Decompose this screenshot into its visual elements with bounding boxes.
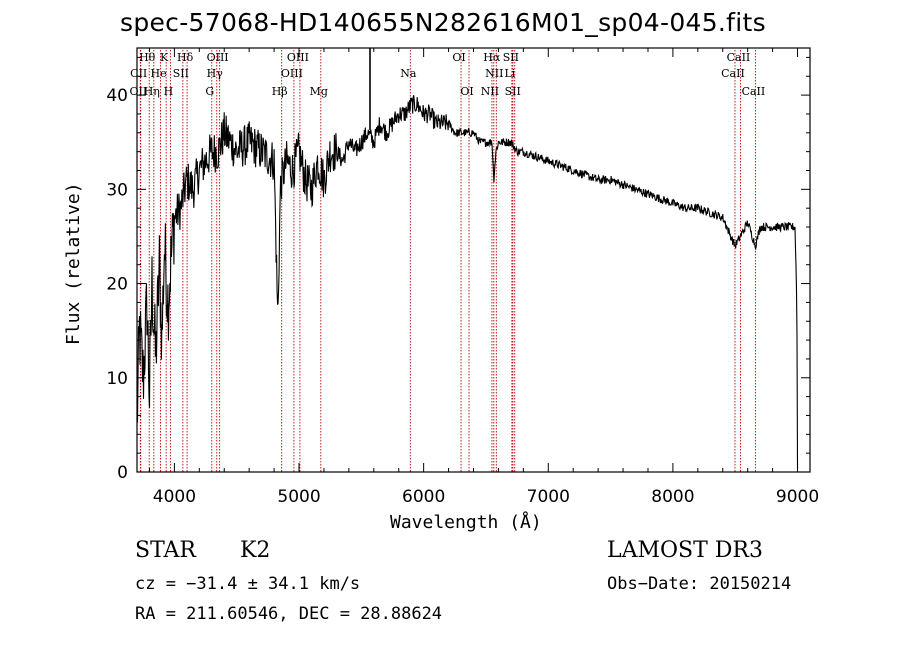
spectrum-curve	[136, 95, 799, 470]
x-tick-label: 8000	[651, 487, 694, 507]
y-tick-label: 40	[106, 86, 128, 106]
x-tick-label: 5000	[277, 487, 320, 507]
spectral-line-label: Mg	[310, 85, 328, 98]
spectral-line-label: OIII	[281, 67, 303, 80]
y-tick-label: 0	[117, 463, 128, 483]
spectral-line-label: G	[205, 85, 214, 98]
x-tick-label: 7000	[527, 487, 570, 507]
spectral-line-label: SII	[173, 67, 189, 80]
coordinates: RA = 211.60546, DEC = 28.88624	[135, 604, 443, 624]
spectral-line-label: Hθ	[139, 51, 156, 64]
x-tick-label: 6000	[402, 487, 445, 507]
spectral-lines-layer	[139, 50, 756, 472]
spectral-line-label: CaII	[727, 51, 751, 64]
spectral-line-label: OI	[452, 51, 465, 64]
survey-name: LAMOST DR3	[607, 538, 763, 563]
x-axis-label: Wavelength (Å)	[390, 512, 542, 533]
object-subclass: K2	[240, 538, 271, 563]
y-axis-ticks: 0 10 20 30 40	[106, 56, 810, 483]
spectral-line-label: Hβ	[272, 85, 288, 98]
redshift-velocity: cz = −31.4 ± 34.1 km/s	[135, 574, 361, 594]
spectral-line-label: H	[164, 85, 174, 98]
y-axis-label: Flux (relative)	[63, 182, 84, 345]
y-tick-label: 10	[106, 369, 128, 389]
spectral-line-label: Li	[504, 67, 515, 80]
spectral-line-label: Hγ	[207, 67, 224, 80]
spectral-line-label: NII	[485, 67, 503, 80]
spectral-line-label: CaII	[742, 85, 766, 98]
plot-frame	[136, 47, 811, 473]
spectral-line-label: Hα	[483, 51, 501, 64]
spectral-line-label: CaII	[721, 67, 745, 80]
spectral-line-label: OI	[460, 85, 473, 98]
chart-title: spec-57068-HD140655N282616M01_sp04-045.f…	[120, 8, 766, 37]
spectral-line-label: SII	[503, 51, 519, 64]
y-tick-label: 20	[106, 275, 128, 295]
spectral-line-label: Hδ	[177, 51, 194, 64]
spectral-line-label: SII	[505, 85, 521, 98]
object-class: STAR	[135, 538, 196, 563]
spectral-line-label: Na	[400, 67, 417, 80]
spectral-line-label: CII	[130, 67, 147, 80]
spectral-line-label: K	[160, 51, 169, 64]
x-tick-label: 4000	[153, 487, 196, 507]
spectral-line-label: Hη	[144, 85, 160, 98]
spectral-line-label: NII	[481, 85, 499, 98]
observation-date: Obs−Date: 20150214	[607, 574, 792, 594]
spectral-line-label: OIII	[287, 51, 309, 64]
y-tick-label: 30	[106, 180, 128, 200]
spectral-line-label: OIII	[207, 51, 229, 64]
x-axis-ticks: 4000 5000 6000 7000 8000 9000	[148, 48, 819, 507]
spectral-line-label: He	[151, 67, 167, 80]
x-tick-label: 9000	[776, 487, 819, 507]
